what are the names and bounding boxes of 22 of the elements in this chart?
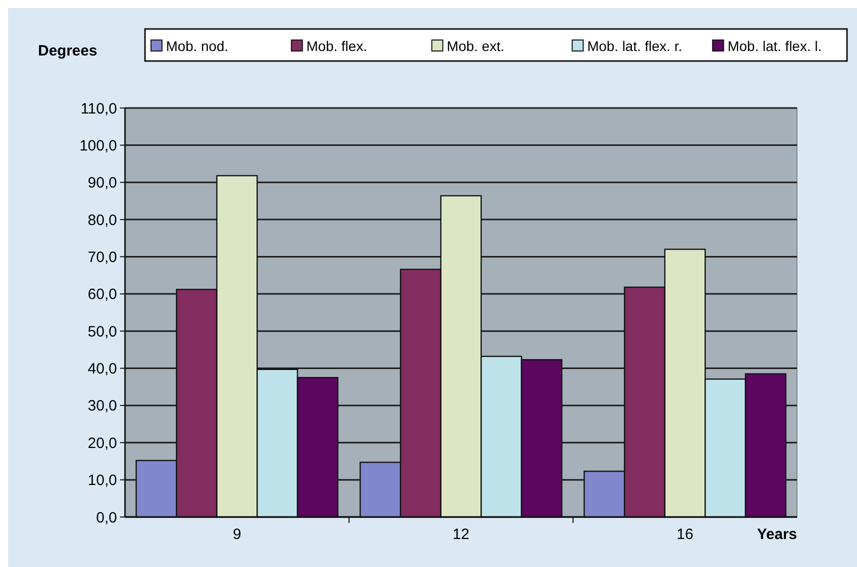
y-tick-label: 110,0 <box>80 100 117 118</box>
y-tick-label: 50,0 <box>88 323 117 340</box>
y-tick-label: 40,0 <box>88 360 117 378</box>
y-tick-label: 60,0 <box>88 286 117 304</box>
x-tick-label: 16 <box>676 526 694 543</box>
x-tick-label: 9 <box>232 526 242 543</box>
legend-label: Mob. nod. <box>166 38 228 54</box>
y-tick-label: 30,0 <box>88 398 117 415</box>
x-tick-label: 12 <box>452 526 470 543</box>
y-tick-label: 20,0 <box>88 434 117 452</box>
y-tick-label: 70,0 <box>88 248 117 266</box>
y-tick-label: 100,0 <box>79 137 117 154</box>
legend-label: Mob. lat. flex. r. <box>587 38 682 54</box>
x-axis-title: Years <box>756 526 797 543</box>
y-tick-label: 10,0 <box>88 472 117 490</box>
legend-label: Mob. lat. flex. l. <box>728 38 822 54</box>
y-tick-label: 80,0 <box>88 212 117 229</box>
legend-label: Mob. flex. <box>306 38 368 54</box>
y-tick-label: 0,0 <box>96 509 117 526</box>
y-axis-title: Degrees <box>38 42 98 60</box>
y-tick-label: 90,0 <box>88 174 117 192</box>
legend-label: Mob. ext. <box>446 38 504 54</box>
